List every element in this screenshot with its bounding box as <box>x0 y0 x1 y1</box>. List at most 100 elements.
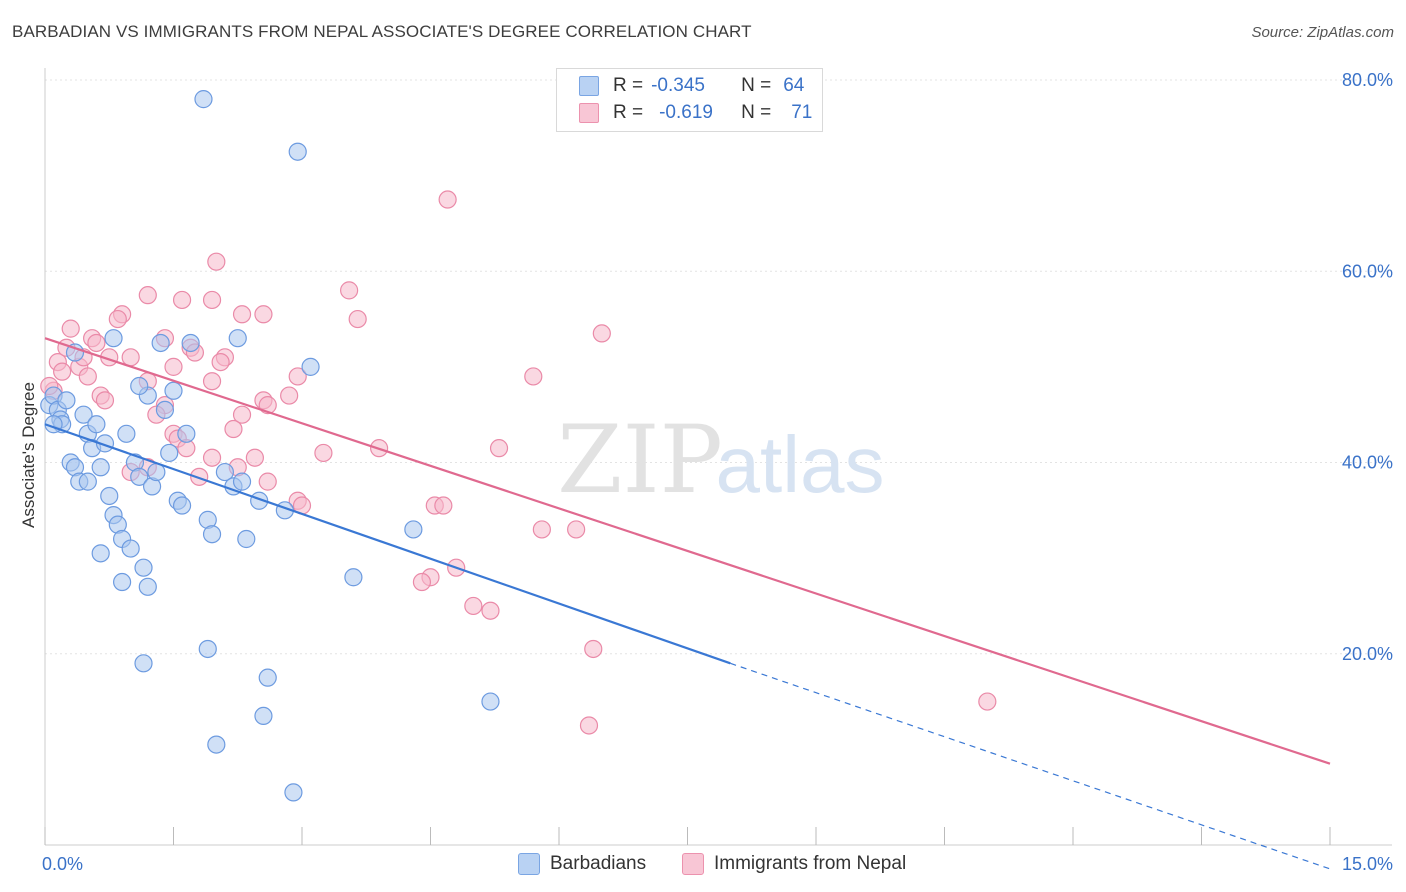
data-point-nepal <box>412 572 432 592</box>
y-tick-label: 40.0% <box>1342 453 1393 473</box>
watermark-atlas: atlas <box>716 420 885 509</box>
data-point-barbadians <box>215 462 234 482</box>
data-point-nepal <box>224 419 243 439</box>
data-point-nepal <box>567 520 586 539</box>
bottom-legend-barbadians: Barbadians <box>518 850 646 878</box>
data-point-barbadians <box>100 486 119 506</box>
data-point-barbadians <box>404 520 423 539</box>
data-point-barbadians <box>301 357 320 376</box>
data-point-barbadians <box>194 90 213 109</box>
data-point-barbadians <box>155 400 175 420</box>
data-point-barbadians <box>172 496 192 515</box>
data-point-nepal <box>138 286 157 305</box>
data-point-nepal <box>464 596 483 616</box>
data-point-barbadians <box>117 424 136 443</box>
data-point-barbadians <box>288 142 307 161</box>
y-axis-label-group: Associate's Degree <box>19 382 38 528</box>
data-point-barbadians <box>121 539 140 558</box>
data-point-barbadians <box>134 558 153 577</box>
data-point-nepal <box>592 324 611 343</box>
legend-r-label: R = <box>613 102 644 123</box>
data-point-nepal <box>53 362 72 381</box>
legend-n-value: 71 <box>791 102 813 123</box>
data-point-barbadians <box>138 577 157 596</box>
data-point-barbadians <box>130 376 149 396</box>
bottom-legend-label: Immigrants from Nepal <box>714 853 907 874</box>
data-point-barbadians <box>91 458 110 477</box>
legend-r-value: -0.619 <box>659 102 713 123</box>
data-point-barbadians <box>198 639 217 659</box>
data-point-nepal <box>232 405 252 424</box>
data-point-barbadians <box>65 343 85 362</box>
data-point-nepal <box>978 692 997 711</box>
data-point-barbadians <box>104 329 123 348</box>
data-point-nepal <box>434 496 453 515</box>
legend-r-label: R = <box>613 75 644 96</box>
y-tick-label: 80.0% <box>1342 70 1393 90</box>
data-point-nepal <box>314 443 333 463</box>
data-point-barbadians <box>481 692 500 711</box>
data-point-nepal <box>121 348 140 367</box>
legend-n-label: N = <box>741 102 772 123</box>
data-point-nepal <box>348 309 367 329</box>
trend-line-nepal <box>44 337 1331 765</box>
data-point-barbadians <box>258 668 277 687</box>
data-point-nepal <box>524 367 543 386</box>
data-point-barbadians <box>87 415 106 434</box>
data-point-barbadians <box>74 405 93 424</box>
x-tick-label: 15.0% <box>1342 854 1393 874</box>
data-point-nepal <box>280 386 299 405</box>
data-point-barbadians <box>151 333 170 353</box>
data-point-barbadians <box>344 568 363 587</box>
data-point-barbadians <box>134 654 153 673</box>
data-point-barbadians <box>228 329 247 348</box>
data-point-barbadians <box>91 544 110 563</box>
data-point-nepal <box>481 601 500 620</box>
x-tick-label: 0.0% <box>42 854 83 874</box>
data-point-nepal <box>258 396 277 415</box>
bottom-legend-swatch-pink <box>682 853 704 875</box>
data-point-nepal <box>532 520 551 539</box>
data-point-nepal <box>288 367 307 386</box>
y-tick-label: 20.0% <box>1342 644 1393 664</box>
series-barbadians-points <box>40 90 500 802</box>
data-point-nepal <box>95 391 115 410</box>
data-point-nepal <box>207 252 226 271</box>
data-point-nepal <box>202 448 222 467</box>
data-point-barbadians <box>177 424 196 443</box>
legend-row-barbadians: R = -0.345 N = 64 <box>579 73 804 99</box>
tick-labels: 20.0% 40.0% 60.0% 80.0% 0.0% 15.0% <box>42 70 1393 874</box>
data-point-barbadians <box>78 472 97 491</box>
legend-swatch-blue <box>579 76 599 96</box>
data-point-nepal <box>489 439 509 458</box>
trend-line-barbadians <box>44 423 731 665</box>
data-point-nepal <box>202 372 222 391</box>
data-point-barbadians <box>254 706 273 726</box>
grid-lines <box>45 79 1392 655</box>
data-point-nepal <box>61 319 80 338</box>
data-point-barbadians <box>57 391 76 410</box>
stats-legend: R = -0.345 N = 64 R = -0.619 N = 71 <box>556 68 823 132</box>
y-axis-label: Associate's Degree <box>19 382 38 528</box>
data-point-nepal <box>87 333 106 353</box>
legend-n-label: N = <box>741 75 772 96</box>
y-tick-label: 60.0% <box>1342 261 1393 281</box>
data-point-nepal <box>340 281 359 300</box>
data-point-barbadians <box>232 472 252 491</box>
data-point-barbadians <box>112 572 132 592</box>
legend-swatch-pink <box>579 103 599 123</box>
data-point-barbadians <box>237 529 256 549</box>
data-point-nepal <box>211 352 230 372</box>
watermark-zip: ZIP <box>557 406 723 515</box>
legend-n-value: 64 <box>783 75 805 96</box>
data-point-nepal <box>245 448 264 467</box>
data-point-barbadians <box>160 443 179 463</box>
chart-title: BARBADIAN VS IMMIGRANTS FROM NEPAL ASSOC… <box>12 22 752 41</box>
trend-lines <box>44 337 1331 870</box>
bottom-legend-label: Barbadians <box>550 853 647 874</box>
source-label: Source: ZipAtlas.com <box>1251 24 1394 41</box>
axes <box>44 68 1392 846</box>
data-point-barbadians <box>207 735 226 754</box>
data-point-barbadians <box>181 333 200 353</box>
data-point-nepal <box>579 716 599 735</box>
